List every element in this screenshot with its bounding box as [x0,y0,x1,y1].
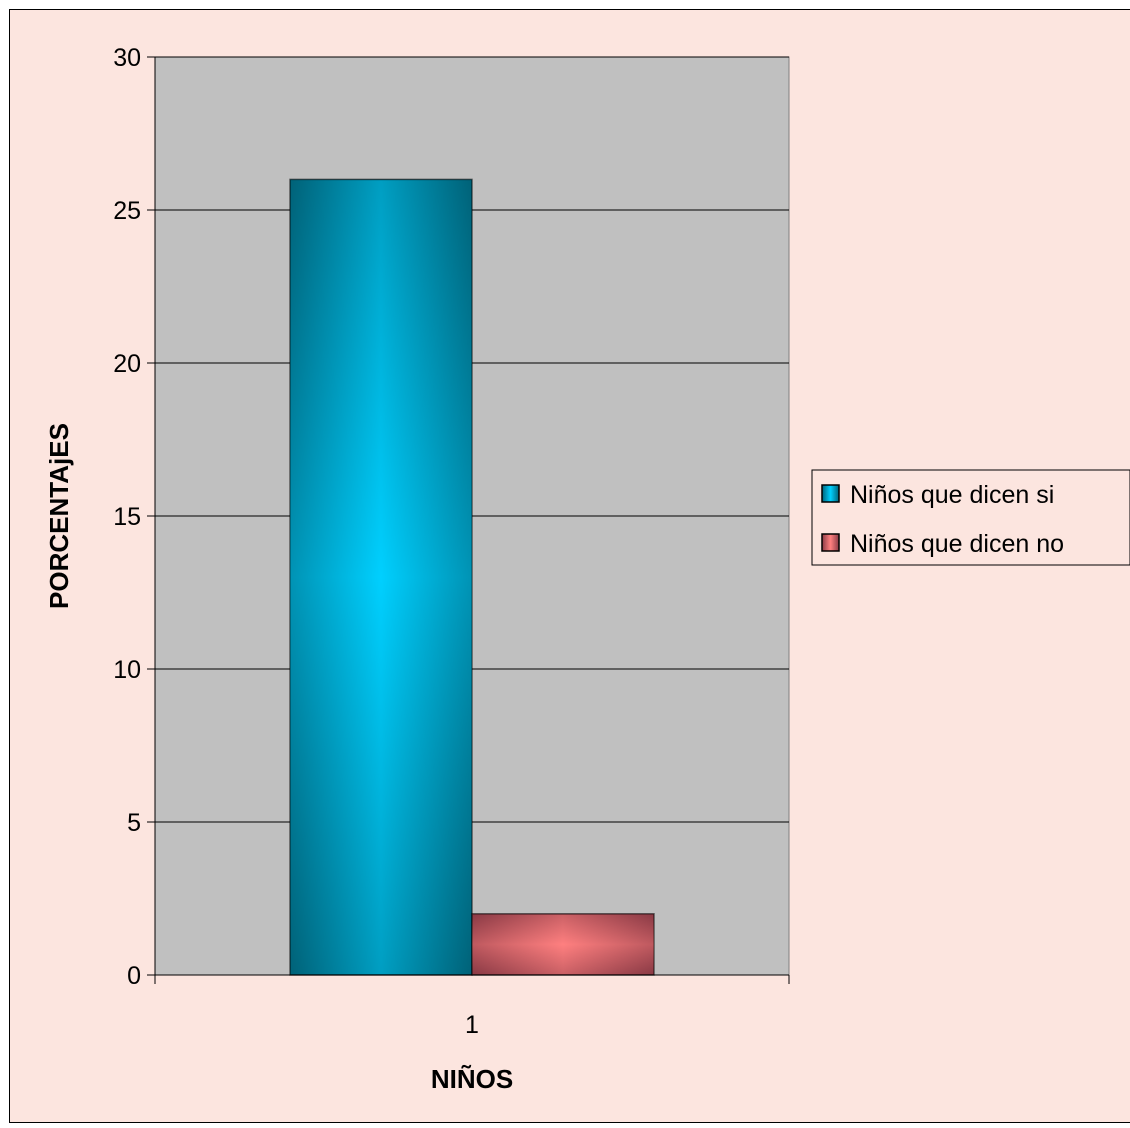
y-tick-label-15: 15 [113,503,141,531]
legend: Niños que dicen si Niños que dicen no [812,470,1130,565]
bar-fill-horizontal [290,179,472,975]
y-axis-title: PORCENTAjES [44,423,74,609]
y-tick-label-5: 5 [127,809,141,837]
y-tick-label-30: 30 [113,44,141,72]
bar-no-1 [472,914,654,975]
y-tick-label-25: 25 [113,197,141,225]
y-tick-label-10: 10 [113,656,141,684]
bar-fill-horizontal [472,914,654,975]
x-axis-tick-labels: 1 [465,1011,479,1039]
y-tick-label-0: 0 [127,962,141,990]
legend-label-no: Niños que dicen no [850,530,1064,558]
legend-swatch-si [822,485,839,502]
y-tick-label-20: 20 [113,350,141,378]
bar-si-1 [290,179,472,975]
legend-swatch-no [822,534,839,551]
x-tick-label-1: 1 [465,1011,479,1039]
x-axis-title: NIÑOS [431,1064,513,1094]
legend-label-si: Niños que dicen si [850,481,1054,509]
